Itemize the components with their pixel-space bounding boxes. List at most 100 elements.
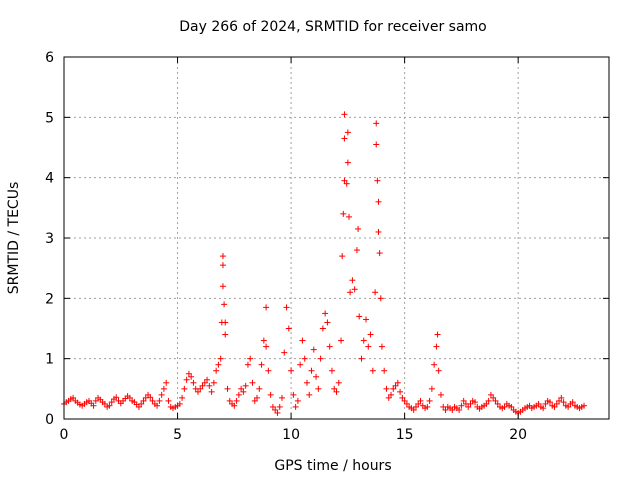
data-point — [165, 397, 172, 404]
axis-ticks — [63, 56, 609, 420]
data-point — [272, 406, 279, 413]
data-point — [224, 385, 231, 392]
data-point — [190, 379, 197, 386]
data-point — [328, 367, 335, 374]
data-point — [235, 391, 242, 398]
data-point — [254, 394, 261, 401]
data-point — [553, 400, 560, 407]
data-point — [375, 198, 382, 205]
data-point — [142, 394, 149, 401]
data-point — [315, 385, 322, 392]
data-point — [472, 399, 479, 406]
data-point — [306, 391, 313, 398]
data-point — [560, 399, 567, 406]
data-point — [369, 367, 376, 374]
data-point — [460, 397, 467, 404]
data-point — [269, 403, 276, 410]
data-point — [344, 129, 351, 136]
data-point — [226, 397, 233, 404]
data-point — [251, 397, 258, 404]
data-point — [437, 391, 444, 398]
x-tick-label: 10 — [282, 427, 300, 443]
data-point — [433, 343, 440, 350]
data-point — [388, 391, 394, 398]
data-point — [399, 394, 406, 401]
data-point — [569, 399, 576, 406]
data-point — [492, 397, 499, 404]
y-tick-label: 6 — [45, 50, 54, 66]
data-point — [260, 337, 267, 344]
data-point — [458, 402, 465, 409]
data-point — [244, 361, 251, 368]
data-point — [392, 382, 399, 389]
y-tick-label: 0 — [45, 412, 54, 428]
data-point — [542, 400, 549, 407]
data-point — [210, 379, 217, 386]
data-point — [113, 394, 120, 401]
data-point — [424, 403, 431, 410]
x-tick-label: 15 — [396, 427, 414, 443]
data-point — [431, 361, 438, 368]
data-point — [467, 400, 474, 407]
grid-lines — [64, 57, 609, 419]
data-point — [340, 210, 347, 217]
data-point — [435, 367, 442, 374]
data-point — [163, 379, 170, 386]
data-point — [341, 135, 348, 142]
data-point — [238, 385, 245, 392]
data-point — [490, 394, 497, 401]
data-point — [508, 403, 515, 410]
data-point — [341, 177, 348, 184]
data-point — [126, 394, 133, 401]
data-point — [373, 120, 380, 127]
data-point — [375, 228, 382, 235]
data-point — [208, 388, 215, 395]
data-point — [546, 399, 553, 406]
y-tick-label: 4 — [45, 171, 54, 187]
data-point — [149, 397, 156, 404]
data-point — [194, 388, 201, 395]
data-point — [303, 379, 310, 386]
data-point — [360, 337, 367, 344]
data-point — [279, 394, 285, 401]
data-point — [376, 250, 383, 257]
data-point — [297, 361, 304, 368]
data-point — [494, 400, 501, 407]
data-point — [140, 397, 147, 404]
data-point — [345, 213, 352, 220]
data-point — [256, 385, 263, 392]
data-point — [70, 394, 77, 401]
data-point — [158, 391, 165, 398]
data-point — [217, 355, 224, 362]
data-point — [313, 373, 320, 380]
data-point — [540, 405, 547, 412]
data-point — [378, 343, 385, 350]
data-point — [147, 394, 154, 401]
data-point — [417, 397, 424, 404]
data-point — [415, 400, 422, 407]
data-point — [351, 286, 358, 293]
data-point — [383, 385, 390, 392]
tick-labels: 0 5 10 15 20 0 1 2 3 4 5 6 — [45, 50, 527, 443]
x-tick-label: 0 — [60, 427, 69, 443]
data-point — [353, 247, 360, 254]
data-point — [385, 394, 392, 401]
y-tick-label: 2 — [45, 291, 54, 307]
data-point — [363, 316, 370, 323]
data-point — [299, 337, 306, 344]
data-point — [335, 379, 342, 386]
data-point — [442, 406, 449, 413]
data-point — [558, 394, 565, 401]
data-point — [274, 409, 281, 416]
data-point — [372, 289, 379, 296]
data-point — [201, 379, 208, 386]
data-point — [343, 180, 350, 187]
data-point — [267, 391, 274, 398]
y-tick-label: 1 — [45, 352, 54, 368]
data-point — [344, 159, 351, 166]
data-point — [373, 141, 380, 148]
chart-title: Day 266 of 2024, SRMTID for receiver sam… — [179, 19, 487, 35]
data-point — [483, 400, 490, 407]
data-point — [501, 403, 508, 410]
